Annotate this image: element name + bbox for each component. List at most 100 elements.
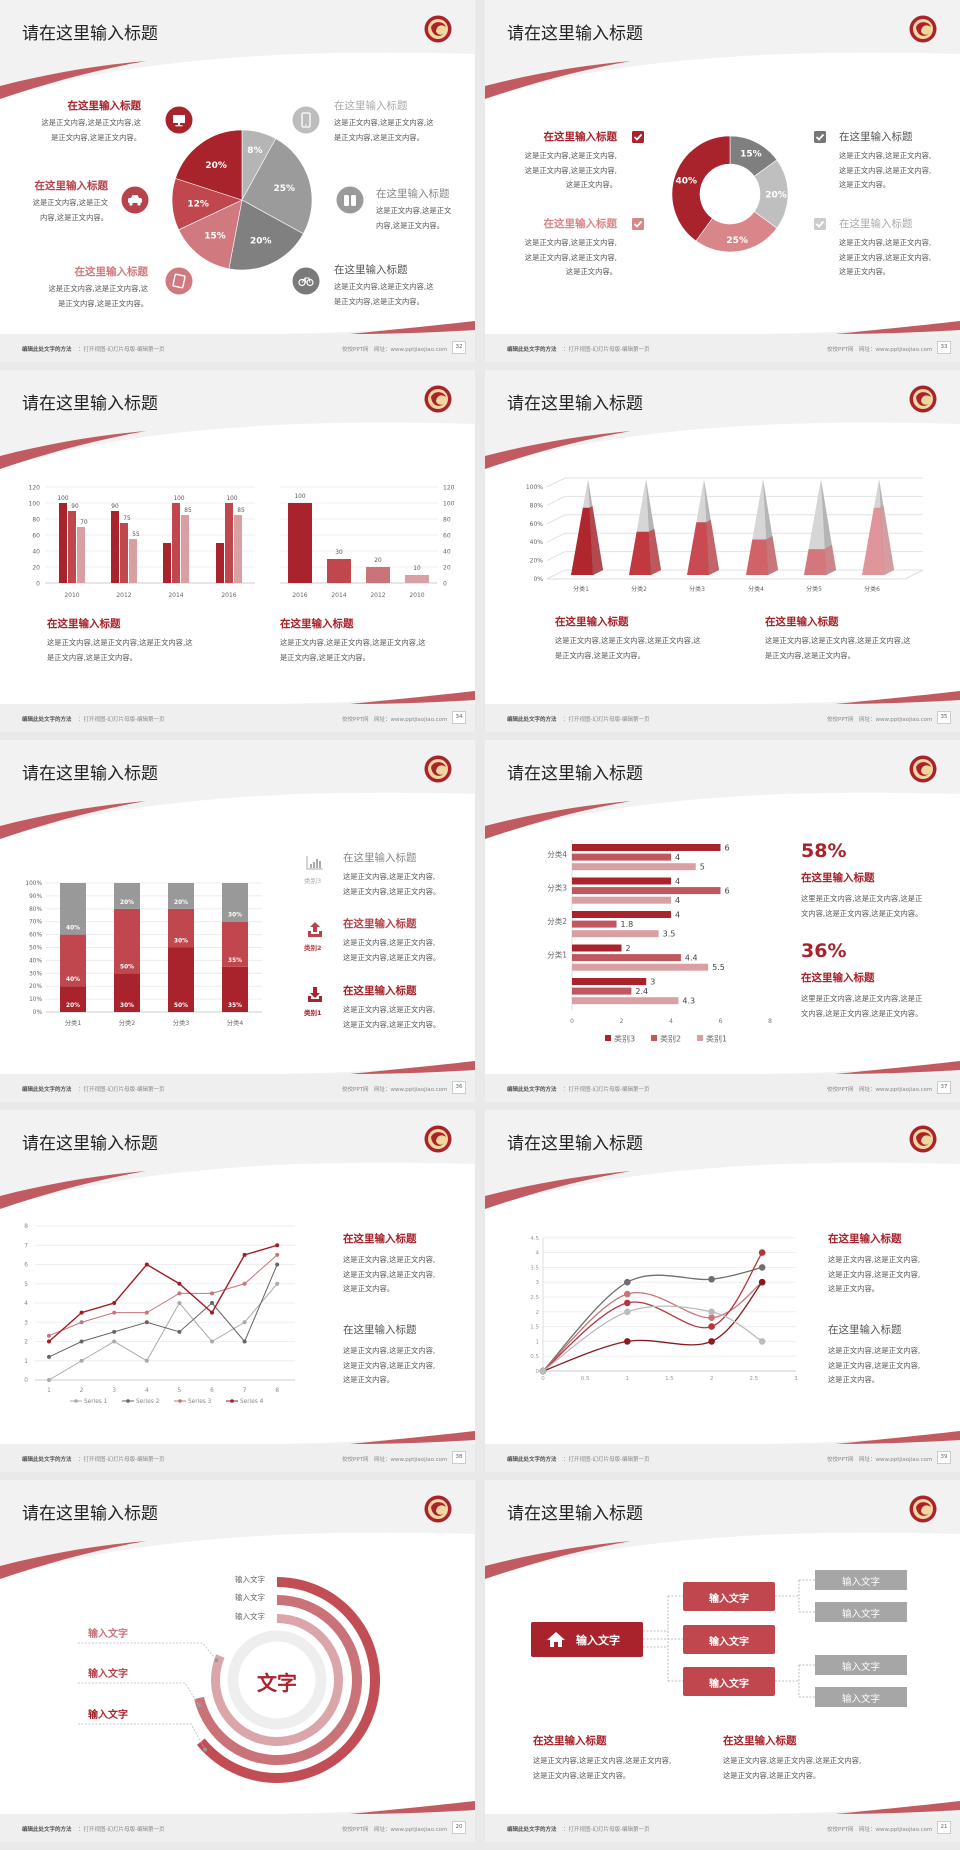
y-tick-label: 40 bbox=[32, 549, 40, 556]
data-point bbox=[275, 1262, 280, 1267]
gridline bbox=[546, 551, 923, 562]
root-node[interactable]: 输入文字 bbox=[531, 1622, 643, 1657]
top-swoosh bbox=[485, 61, 631, 99]
x-tick-label: 5 bbox=[178, 1388, 182, 1394]
body-text: 内容,这是正文内容。 bbox=[40, 212, 108, 222]
data-point bbox=[624, 1278, 631, 1286]
footer-site: 佼佼PPT网 bbox=[342, 347, 369, 353]
section-heading: 在这里输入标题 bbox=[723, 1735, 797, 1747]
body-text: 这是正文内容,这是正文内容, bbox=[524, 151, 617, 160]
footer-site: 佼佼PPT网 bbox=[827, 1457, 854, 1463]
y-tick-label: 1 bbox=[24, 1359, 28, 1365]
bar bbox=[225, 503, 233, 583]
footer-site: 佼佼PPT网 bbox=[342, 1827, 369, 1833]
legend-swatch bbox=[697, 1035, 703, 1041]
x-tick-label: 1.5 bbox=[665, 1376, 674, 1382]
footer-hint: ：打开视图-幻灯片母版-编辑第一页 bbox=[78, 1087, 165, 1093]
data-label: 2.4 bbox=[635, 987, 648, 996]
data-point bbox=[47, 1378, 51, 1382]
pyramid-fill bbox=[571, 507, 593, 575]
slice-label: 20% bbox=[205, 161, 227, 171]
data-point bbox=[708, 1275, 715, 1283]
data-label: 4.4 bbox=[685, 954, 698, 963]
footer-band bbox=[0, 334, 475, 362]
slide-10[interactable]: 请在这里输入标题 编辑此处文字的方法 ：打开视图-幻灯片母版-编辑第一页 佼佼PPT网… bbox=[485, 1480, 960, 1842]
section-heading: 在这里输入标题 bbox=[828, 1324, 902, 1336]
category-label: 类别1 bbox=[304, 1009, 322, 1017]
footer-hint-bold: 编辑此处文字的方法 bbox=[22, 717, 72, 723]
page-number: 32 bbox=[452, 341, 466, 354]
bottom-swoosh bbox=[835, 1801, 960, 1814]
logo-bird bbox=[431, 392, 446, 406]
bar bbox=[59, 503, 67, 583]
bar bbox=[572, 963, 709, 971]
stacked-bar-segment bbox=[60, 883, 86, 935]
floor-line bbox=[547, 569, 924, 580]
slide-9[interactable]: 请在这里输入标题 编辑此处文字的方法 ：打开视图-幻灯片母版-编辑第一页 佼佼PPT网… bbox=[0, 1480, 475, 1842]
phone-icon bbox=[301, 112, 311, 128]
category-label: 分类2 bbox=[547, 916, 567, 926]
body-text: 这是正文内容,这是正文内容。 bbox=[343, 1019, 441, 1029]
series-line bbox=[48, 1244, 278, 1343]
stacked-bar-segment bbox=[114, 973, 140, 1012]
x-tick-label: 分类3 bbox=[173, 1018, 190, 1027]
slide-4[interactable]: 0% 20% 40% 60% 80% 100% 分类1 分类2 分类3 分类4 分类5 分类6 请在这里… bbox=[485, 370, 960, 732]
slide-1[interactable]: 8% 25% 20% 15% 12% 20% 请在这里输入标题 编辑此处文字的方法 ：打开视图-… bbox=[0, 0, 475, 362]
y-tick-label: 100% bbox=[526, 484, 543, 491]
pyramid-fill bbox=[746, 539, 768, 575]
page-number: 21 bbox=[937, 1821, 951, 1834]
data-point bbox=[144, 1262, 149, 1267]
leaf-node[interactable]: 输入文字 bbox=[815, 1602, 907, 1622]
slide-8[interactable]: 0 0.5 1 1.5 2 2.5 3 3.5 4 4.5 0 0.5 1 1.5 2 2.5 3 请在这里输入标… bbox=[485, 1110, 960, 1472]
data-point bbox=[177, 1291, 182, 1296]
pyramid-fill-side bbox=[879, 505, 895, 576]
bar bbox=[181, 515, 189, 583]
slice-label: 20% bbox=[765, 191, 787, 201]
data-label: 4.3 bbox=[682, 997, 695, 1006]
bar-chart-icon bbox=[306, 856, 323, 870]
branch-node[interactable]: 输入文字 bbox=[683, 1625, 775, 1654]
slide-2[interactable]: 15% 20% 25% 40% 请在这里输入标题 编辑此处文字的方法 ：打开视图-幻灯片母版… bbox=[485, 0, 960, 362]
bar bbox=[572, 987, 632, 995]
bar bbox=[327, 559, 351, 583]
data-label: 4 bbox=[675, 911, 680, 920]
data-label: 3.5 bbox=[663, 930, 676, 939]
checkbox-icon bbox=[632, 131, 644, 143]
slice-label: 15% bbox=[740, 150, 762, 160]
stacked-bar-segment bbox=[222, 966, 248, 1012]
body-text: 这是正文内容。 bbox=[828, 1284, 880, 1293]
body-text: 这是正文内容。 bbox=[828, 1375, 880, 1384]
bottom-swoosh bbox=[350, 1061, 475, 1074]
data-point bbox=[275, 1252, 280, 1257]
leaf-node[interactable]: 输入文字 bbox=[815, 1570, 907, 1590]
footer-hint: ：打开视图-幻灯片母版-编辑第一页 bbox=[563, 1087, 650, 1093]
slide-5[interactable]: 0% 10% 20% 30% 40% 50% 60% 70% 80% 90% 100% 20% 40% 4… bbox=[0, 740, 475, 1102]
stacked-bar-segment bbox=[222, 921, 248, 967]
slide-3[interactable]: 0 20 40 60 80 100 120 2010 100 90 70 2012 90 75 55 2014… bbox=[0, 370, 475, 732]
y-tick-label: 40% bbox=[530, 539, 544, 546]
series-curve bbox=[542, 1252, 763, 1372]
branch-node-label: 输入文字 bbox=[709, 1637, 749, 1648]
branch-node[interactable]: 输入文字 bbox=[683, 1667, 775, 1696]
y-tick-label: 3.5 bbox=[530, 1265, 539, 1271]
slice-label: 25% bbox=[273, 184, 295, 194]
leaf-node[interactable]: 输入文字 bbox=[815, 1655, 907, 1675]
logo-inner bbox=[428, 19, 448, 39]
footer-band bbox=[485, 704, 960, 732]
footer-site: 佼佼PPT网 bbox=[827, 1087, 854, 1093]
data-point bbox=[112, 1339, 117, 1344]
slide-7[interactable]: 0 1 2 3 4 5 6 7 8 1 2 3 4 5 6 7 8 Series 1 Series 2 Series … bbox=[0, 1110, 475, 1472]
body-text: 这是正文内容,这是正文内容, bbox=[524, 252, 617, 262]
body-text: 是正文内容,这是正文内容。 bbox=[58, 298, 148, 308]
slide-title: 请在这里输入标题 bbox=[507, 394, 643, 414]
leaf-node-label: 输入文字 bbox=[841, 1577, 880, 1588]
body-text: 这是正文内容,这是正文内容,这是正文内容, bbox=[533, 1756, 672, 1765]
body-text: 这是正文内容,这是正文内容。 bbox=[343, 886, 441, 896]
branch-node[interactable]: 输入文字 bbox=[683, 1582, 775, 1611]
y-tick-label: 80 bbox=[443, 517, 451, 524]
center-label: 文字 bbox=[257, 1671, 297, 1695]
slide-6[interactable]: 6 4 5 分类4 4 6 4 分类3 4 1.8 3.5 分类2 2 4.4 5.5 分类1 3 2.4 4.3 0… bbox=[485, 740, 960, 1102]
top-swoosh bbox=[485, 801, 631, 839]
data-label: 1.8 bbox=[621, 920, 634, 929]
leaf-node[interactable]: 输入文字 bbox=[815, 1687, 907, 1707]
